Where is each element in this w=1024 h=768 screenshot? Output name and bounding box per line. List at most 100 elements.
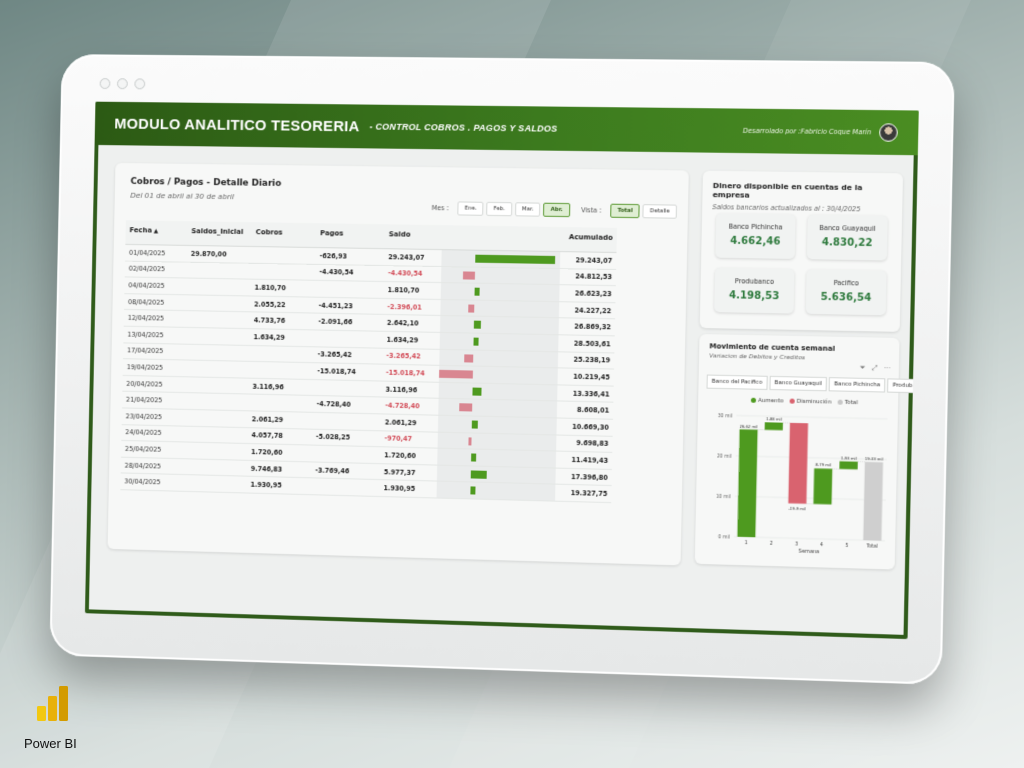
data-label: 1,93 mil bbox=[841, 456, 857, 460]
cell-acumulado: 24.227,22 bbox=[558, 301, 616, 320]
cell-saldo-inicial bbox=[182, 474, 247, 493]
cell-acumulado: 28.503,61 bbox=[558, 334, 615, 353]
month-slicer: Mes : Ene. Feb. Mar. Abr. bbox=[432, 201, 571, 218]
cell-saldo-bar bbox=[441, 249, 561, 269]
saldo-bar bbox=[473, 320, 482, 330]
tab-banco-pichincha[interactable]: Banco Pichincha bbox=[828, 377, 886, 393]
saldo-bar bbox=[471, 420, 478, 429]
bank-tabs: Banco del Pacifico Banco Guayaquil Banco… bbox=[706, 374, 919, 394]
cell-cobros: 4.057,78 bbox=[247, 427, 313, 446]
cell-cobros: 1.930,95 bbox=[246, 476, 312, 495]
cell-pagos: -3.769,46 bbox=[311, 461, 381, 480]
cell-fecha: 19/04/2025 bbox=[122, 358, 185, 377]
saldo-bar bbox=[471, 453, 477, 462]
power-bi-logo bbox=[34, 684, 74, 724]
x-tick-label: 2 bbox=[770, 541, 773, 547]
cell-acumulado: 9.698,83 bbox=[556, 434, 613, 453]
bank-balance: 4.830,22 bbox=[821, 237, 873, 250]
focus-mode-icon[interactable]: ⤢ bbox=[871, 363, 878, 373]
cell-acumulado: 13.336,41 bbox=[557, 384, 614, 403]
cell-acumulado: 26.623,23 bbox=[559, 284, 616, 303]
column-header-pagos[interactable]: Pagos bbox=[315, 223, 386, 249]
legend-swatch bbox=[789, 398, 795, 404]
cell-saldo-inicial bbox=[182, 442, 248, 461]
cell-saldo-inicial bbox=[186, 261, 252, 280]
bank-card-pacifico: Pacifico 5.636,54 bbox=[805, 269, 887, 316]
cell-saldo: -3.265,42 bbox=[382, 347, 440, 366]
month-button-mar[interactable]: Mar. bbox=[514, 202, 541, 217]
legend-item-total: Total bbox=[837, 399, 858, 406]
cell-saldo: 1.634,29 bbox=[382, 331, 441, 349]
tab-banco-del-pacifico[interactable]: Banco del Pacifico bbox=[706, 374, 768, 390]
saldo-bar bbox=[470, 486, 476, 495]
cell-saldo-inicial bbox=[183, 425, 248, 444]
view-button-total[interactable]: Total bbox=[610, 203, 640, 219]
cell-saldo: -2.396,01 bbox=[383, 298, 441, 316]
cell-saldo-inicial: 29.870,00 bbox=[186, 245, 252, 263]
cell-acumulado: 10.219,45 bbox=[557, 368, 615, 386]
column-header-fecha[interactable]: Fecha ▲ bbox=[125, 220, 188, 246]
cell-saldo-inicial bbox=[185, 310, 251, 329]
cell-pagos: -2.091,66 bbox=[314, 313, 384, 332]
filter-icon[interactable]: ⏷ bbox=[859, 363, 866, 372]
x-tick-label: 5 bbox=[845, 543, 848, 549]
saldo-bar bbox=[470, 470, 488, 479]
tab-banco-guayaquil[interactable]: Banco Guayaquil bbox=[769, 375, 828, 392]
cell-saldo-bar bbox=[436, 481, 556, 502]
cell-saldo-inicial bbox=[186, 278, 251, 296]
cell-fecha: 13/04/2025 bbox=[123, 326, 186, 344]
month-button-abr[interactable]: Abr. bbox=[543, 202, 571, 218]
month-button-ene[interactable]: Ene. bbox=[457, 201, 484, 216]
tab-produbanco[interactable]: Produbanco bbox=[887, 378, 919, 394]
data-label: 19,33 mil bbox=[865, 457, 883, 462]
column-header-acumulado[interactable]: Acumulado bbox=[560, 227, 617, 253]
cell-cobros bbox=[248, 394, 313, 413]
cell-pagos: -15.018,74 bbox=[313, 362, 383, 381]
report-canvas: Cobros / Pagos - Detalle Diario Del 01 d… bbox=[88, 145, 919, 635]
view-button-detalle[interactable]: Detalle bbox=[642, 204, 677, 219]
cell-fecha: 04/04/2025 bbox=[124, 277, 187, 295]
report-title: MODULO ANALITICO TESORERIA bbox=[114, 115, 360, 135]
chart-legend: Aumento Disminución Total bbox=[750, 397, 858, 406]
developer-credit: Desarrolado por :Fabricio Coque Marín bbox=[742, 126, 872, 137]
cell-cobros: 2.061,29 bbox=[247, 410, 313, 429]
weekly-waterfall-chart: 0 mil 10 mil 20 mil 30 mil 26,62 mil 1 1,88 mi… bbox=[716, 413, 894, 555]
cell-pagos: -3.265,42 bbox=[313, 346, 383, 365]
cell-saldo-inicial bbox=[183, 409, 249, 428]
data-label: 1,88 mil bbox=[766, 417, 782, 421]
cell-fecha: 02/04/2025 bbox=[124, 260, 187, 279]
cell-acumulado: 29.243,07 bbox=[559, 251, 617, 270]
column-header-bar bbox=[441, 225, 561, 252]
cell-fecha: 24/04/2025 bbox=[121, 424, 184, 443]
cell-pagos bbox=[311, 445, 381, 464]
y-tick-label: 20 mil bbox=[717, 453, 732, 459]
cell-pagos: -4.728,40 bbox=[312, 395, 382, 414]
cell-acumulado: 25.238,19 bbox=[557, 351, 615, 370]
cell-saldo: 29.243,07 bbox=[384, 248, 442, 267]
banks-subtitle: Saldos bancarios actualizados al : 30/4/… bbox=[712, 203, 861, 214]
view-slicer: Vista : Total Detalle bbox=[581, 203, 677, 219]
column-header-saldo[interactable]: Saldo bbox=[384, 224, 443, 250]
column-header-cobros[interactable]: Cobros bbox=[251, 222, 317, 248]
cell-pagos: -4.451,23 bbox=[314, 296, 384, 315]
daily-detail-table: Fecha ▲ Saldos_Inicial Cobros Pagos Saldo… bbox=[120, 220, 617, 503]
cell-saldo: 1.930,95 bbox=[379, 479, 438, 498]
power-bi-icon bbox=[37, 686, 68, 721]
weekly-subtitle: Variacion de Debitos y Creditos bbox=[709, 352, 806, 362]
y-tick-label: 30 mil bbox=[718, 413, 733, 419]
cell-acumulado: 24.812,53 bbox=[559, 268, 617, 286]
cell-acumulado: 19.327,75 bbox=[555, 484, 612, 503]
cell-saldo: 1.720,60 bbox=[380, 446, 438, 465]
cell-acumulado: 10.669,30 bbox=[556, 417, 613, 436]
column-header-saldos-inicial[interactable]: Saldos_Inicial bbox=[187, 221, 252, 247]
tablet-frame: MODULO ANALITICO TESORERIA - CONTROL COB… bbox=[49, 54, 955, 685]
cell-cobros bbox=[249, 345, 314, 363]
cell-saldo: 1.810,70 bbox=[383, 281, 442, 300]
data-label: 26,62 mil bbox=[740, 424, 758, 429]
legend-item-disminucion: Disminución bbox=[789, 398, 831, 406]
month-button-feb[interactable]: Feb. bbox=[486, 201, 513, 217]
more-options-icon[interactable]: ⋯ bbox=[883, 364, 891, 373]
cell-acumulado: 11.419,43 bbox=[555, 451, 613, 470]
x-tick-label: 3 bbox=[795, 541, 798, 547]
gridline bbox=[736, 416, 887, 419]
